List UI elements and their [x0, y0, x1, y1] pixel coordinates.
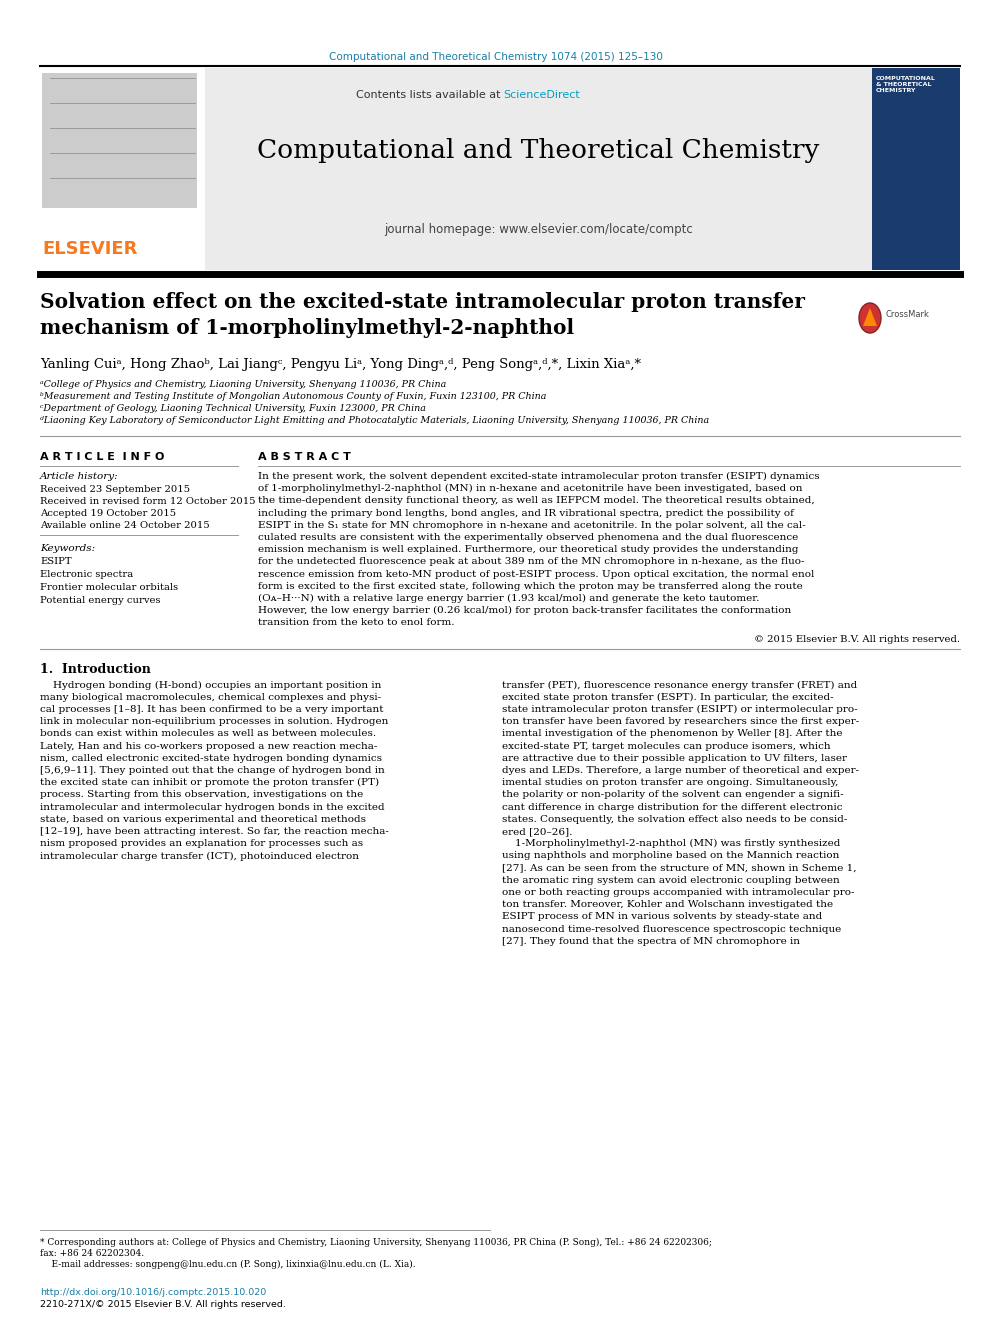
Text: journal homepage: www.elsevier.com/locate/comptc: journal homepage: www.elsevier.com/locat…	[384, 224, 692, 235]
Text: ᵃCollege of Physics and Chemistry, Liaoning University, Shenyang 110036, PR Chin: ᵃCollege of Physics and Chemistry, Liaon…	[40, 380, 446, 389]
Text: Hydrogen bonding (H-bond) occupies an important position in: Hydrogen bonding (H-bond) occupies an im…	[40, 680, 381, 689]
Text: ELSEVIER: ELSEVIER	[42, 239, 137, 258]
Text: A B S T R A C T: A B S T R A C T	[258, 452, 351, 462]
Text: Yanling Cuiᵃ, Hong Zhaoᵇ, Lai Jiangᶜ, Pengyu Liᵃ, Yong Dingᵃ,ᵈ, Peng Songᵃ,ᵈ,*, : Yanling Cuiᵃ, Hong Zhaoᵇ, Lai Jiangᶜ, Pe…	[40, 359, 641, 370]
Text: Electronic spectra: Electronic spectra	[40, 570, 133, 579]
Text: http://dx.doi.org/10.1016/j.comptc.2015.10.020: http://dx.doi.org/10.1016/j.comptc.2015.…	[40, 1289, 266, 1297]
Text: Available online 24 October 2015: Available online 24 October 2015	[40, 521, 209, 531]
Text: [5,6,9–11]. They pointed out that the change of hydrogen bond in: [5,6,9–11]. They pointed out that the ch…	[40, 766, 385, 775]
Text: Computational and Theoretical Chemistry 1074 (2015) 125–130: Computational and Theoretical Chemistry …	[329, 52, 663, 62]
Text: 1-Morpholinylmethyl-2-naphthol (MN) was firstly synthesized: 1-Morpholinylmethyl-2-naphthol (MN) was …	[502, 839, 840, 848]
Text: However, the low energy barrier (0.26 kcal/mol) for proton back-transfer facilit: However, the low energy barrier (0.26 kc…	[258, 606, 792, 615]
Text: © 2015 Elsevier B.V. All rights reserved.: © 2015 Elsevier B.V. All rights reserved…	[754, 635, 960, 643]
Text: emission mechanism is well explained. Furthermore, our theoretical study provide: emission mechanism is well explained. Fu…	[258, 545, 799, 554]
Text: cal processes [1–8]. It has been confirmed to be a very important: cal processes [1–8]. It has been confirm…	[40, 705, 384, 714]
Text: many biological macromolecules, chemical complexes and physi-: many biological macromolecules, chemical…	[40, 693, 381, 701]
Text: form is excited to the first excited state, following which the proton may be tr: form is excited to the first excited sta…	[258, 582, 803, 591]
Text: transfer (PET), fluorescence resonance energy transfer (FRET) and: transfer (PET), fluorescence resonance e…	[502, 680, 857, 689]
Text: fax: +86 24 62202304.: fax: +86 24 62202304.	[40, 1249, 144, 1258]
Text: ton transfer. Moreover, Kohler and Wolschann investigated the: ton transfer. Moreover, Kohler and Wolsc…	[502, 900, 833, 909]
Text: states. Consequently, the solvation effect also needs to be consid-: states. Consequently, the solvation effe…	[502, 815, 847, 824]
Text: using naphthols and morpholine based on the Mannich reaction: using naphthols and morpholine based on …	[502, 852, 839, 860]
Text: including the primary bond lengths, bond angles, and IR vibrational spectra, pre: including the primary bond lengths, bond…	[258, 508, 794, 517]
Text: nism proposed provides an explanation for processes such as: nism proposed provides an explanation fo…	[40, 839, 363, 848]
Text: ton transfer have been favored by researchers since the first exper-: ton transfer have been favored by resear…	[502, 717, 859, 726]
Text: ESIPT in the S₁ state for MN chromophore in n-hexane and acetonitrile. In the po: ESIPT in the S₁ state for MN chromophore…	[258, 521, 806, 529]
Text: ScienceDirect: ScienceDirect	[504, 90, 580, 101]
Text: 1.  Introduction: 1. Introduction	[40, 663, 151, 676]
Text: the aromatic ring system can avoid electronic coupling between: the aromatic ring system can avoid elect…	[502, 876, 840, 885]
Text: (Oᴀ–H···N) with a relative large energy barrier (1.93 kcal/mol) and generate the: (Oᴀ–H···N) with a relative large energy …	[258, 594, 759, 603]
Bar	[205, 67, 872, 270]
Text: A R T I C L E  I N F O: A R T I C L E I N F O	[40, 452, 165, 462]
Text: of 1-morpholinylmethyl-2-naphthol (MN) in n-hexane and acetonitrile have been in: of 1-morpholinylmethyl-2-naphthol (MN) i…	[258, 484, 803, 493]
Text: culated results are consistent with the experimentally observed phenomena and th: culated results are consistent with the …	[258, 533, 799, 542]
Text: * Corresponding authors at: College of Physics and Chemistry, Liaoning Universit: * Corresponding authors at: College of P…	[40, 1238, 712, 1248]
Text: [12–19], have been attracting interest. So far, the reaction mecha-: [12–19], have been attracting interest. …	[40, 827, 389, 836]
Text: state intramolecular proton transfer (ESIPT) or intermolecular pro-: state intramolecular proton transfer (ES…	[502, 705, 858, 714]
Text: ᶜDepartment of Geology, Liaoning Technical University, Fuxin 123000, PR China: ᶜDepartment of Geology, Liaoning Technic…	[40, 404, 426, 413]
Text: ESIPT process of MN in various solvents by steady-state and: ESIPT process of MN in various solvents …	[502, 913, 822, 921]
Text: imental investigation of the phenomenon by Weller [8]. After the: imental investigation of the phenomenon …	[502, 729, 842, 738]
Text: E-mail addresses: songpeng@lnu.edu.cn (P. Song), lixinxia@lnu.edu.cn (L. Xia).: E-mail addresses: songpeng@lnu.edu.cn (P…	[40, 1259, 416, 1269]
Text: are attractive due to their possible application to UV filters, laser: are attractive due to their possible app…	[502, 754, 847, 763]
Text: intramolecular and intermolecular hydrogen bonds in the excited: intramolecular and intermolecular hydrog…	[40, 803, 385, 811]
Text: imental studies on proton transfer are ongoing. Simultaneously,: imental studies on proton transfer are o…	[502, 778, 838, 787]
Ellipse shape	[859, 303, 881, 333]
Text: Potential energy curves: Potential energy curves	[40, 595, 161, 605]
Text: 2210-271X/© 2015 Elsevier B.V. All rights reserved.: 2210-271X/© 2015 Elsevier B.V. All right…	[40, 1301, 286, 1308]
Text: rescence emission from keto-MN product of post-ESIPT process. Upon optical excit: rescence emission from keto-MN product o…	[258, 570, 814, 578]
Text: Frontier molecular orbitals: Frontier molecular orbitals	[40, 583, 179, 591]
Text: ered [20–26].: ered [20–26].	[502, 827, 572, 836]
Text: transition from the keto to enol form.: transition from the keto to enol form.	[258, 618, 454, 627]
Text: dyes and LEDs. Therefore, a large number of theoretical and exper-: dyes and LEDs. Therefore, a large number…	[502, 766, 859, 775]
Text: CrossMark: CrossMark	[886, 310, 930, 319]
Text: Keywords:: Keywords:	[40, 544, 95, 553]
Text: ᵇMeasurement and Testing Institute of Mongolian Autonomous County of Fuxin, Fuxi: ᵇMeasurement and Testing Institute of Mo…	[40, 392, 547, 401]
Bar	[872, 67, 960, 270]
Text: state, based on various experimental and theoretical methods: state, based on various experimental and…	[40, 815, 366, 824]
Text: ESIPT: ESIPT	[40, 557, 71, 566]
Text: Received in revised form 12 October 2015: Received in revised form 12 October 2015	[40, 497, 256, 505]
Bar	[42, 73, 197, 208]
Text: Received 23 September 2015: Received 23 September 2015	[40, 486, 190, 493]
Text: link in molecular non-equilibrium processes in solution. Hydrogen: link in molecular non-equilibrium proces…	[40, 717, 389, 726]
Text: Computational and Theoretical Chemistry: Computational and Theoretical Chemistry	[257, 138, 819, 163]
Text: Article history:: Article history:	[40, 472, 119, 482]
Text: ᵈLiaoning Key Laboratory of Semiconductor Light Emitting and Photocatalytic Mate: ᵈLiaoning Key Laboratory of Semiconducto…	[40, 415, 709, 425]
Text: nism, called electronic excited-state hydrogen bonding dynamics: nism, called electronic excited-state hy…	[40, 754, 382, 763]
Text: intramolecular charge transfer (ICT), photoinduced electron: intramolecular charge transfer (ICT), ph…	[40, 852, 359, 860]
Text: the excited state can inhibit or promote the proton transfer (PT): the excited state can inhibit or promote…	[40, 778, 379, 787]
Text: for the undetected fluorescence peak at about 389 nm of the MN chromophore in n-: for the undetected fluorescence peak at …	[258, 557, 805, 566]
Polygon shape	[863, 308, 877, 325]
Text: Lately, Han and his co-workers proposed a new reaction mecha-: Lately, Han and his co-workers proposed …	[40, 742, 377, 750]
Text: [27]. As can be seen from the structure of MN, shown in Scheme 1,: [27]. As can be seen from the structure …	[502, 864, 856, 873]
Text: bonds can exist within molecules as well as between molecules.: bonds can exist within molecules as well…	[40, 729, 376, 738]
Text: Contents lists available at: Contents lists available at	[355, 90, 504, 101]
Text: Solvation effect on the excited-state intramolecular proton transfer: Solvation effect on the excited-state in…	[40, 292, 805, 312]
Text: COMPUTATIONAL
& THEORETICAL
CHEMISTRY: COMPUTATIONAL & THEORETICAL CHEMISTRY	[876, 75, 935, 93]
Text: mechanism of 1-morpholinylmethyl-2-naphthol: mechanism of 1-morpholinylmethyl-2-napht…	[40, 318, 574, 337]
Text: the polarity or non-polarity of the solvent can engender a signifi-: the polarity or non-polarity of the solv…	[502, 790, 843, 799]
Text: the time-dependent density functional theory, as well as IEFPCM model. The theor: the time-dependent density functional th…	[258, 496, 814, 505]
Text: one or both reacting groups accompanied with intramolecular pro-: one or both reacting groups accompanied …	[502, 888, 854, 897]
Text: process. Starting from this observation, investigations on the: process. Starting from this observation,…	[40, 790, 363, 799]
Text: cant difference in charge distribution for the different electronic: cant difference in charge distribution f…	[502, 803, 842, 811]
Text: excited-state PT, target molecules can produce isomers, which: excited-state PT, target molecules can p…	[502, 742, 830, 750]
Text: [27]. They found that the spectra of MN chromophore in: [27]. They found that the spectra of MN …	[502, 937, 800, 946]
Text: excited state proton transfer (ESPT). In particular, the excited-: excited state proton transfer (ESPT). In…	[502, 693, 833, 703]
Text: Accepted 19 October 2015: Accepted 19 October 2015	[40, 509, 177, 519]
Text: In the present work, the solvent dependent excited-state intramolecular proton t: In the present work, the solvent depende…	[258, 472, 819, 482]
Text: nanosecond time-resolved fluorescence spectroscopic technique: nanosecond time-resolved fluorescence sp…	[502, 925, 841, 934]
